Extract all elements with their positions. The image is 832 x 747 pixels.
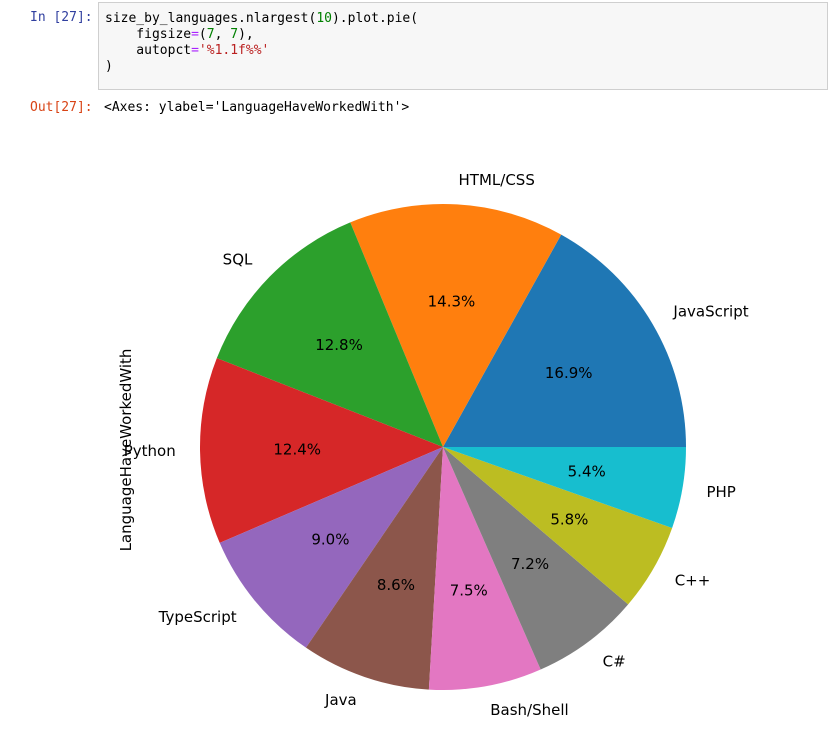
pie-slice [305, 447, 443, 690]
output-text: <Axes: ylabel='LanguageHaveWorkedWith'> [104, 100, 410, 115]
code-token: = [191, 27, 199, 42]
pie-slice [443, 447, 673, 605]
code-token: autopct [105, 43, 192, 58]
slice-category-label: C++ [675, 571, 711, 589]
pie-percent-labels: 16.9% 14.3% 12.8% 12.4% 9.0% 8.6% 7.5% 7.2% 5.8%… [273, 292, 605, 599]
slice-category-label: JavaScript [672, 303, 748, 321]
pie-slice [199, 358, 443, 543]
pie-category-labels: JavaScript HTML/CSS SQL Python TypeScript Jav… [124, 171, 749, 719]
slice-percent-label: 16.9% [545, 364, 593, 382]
code-token: = [191, 43, 199, 58]
pie-slice [443, 234, 686, 447]
code-token: 10 [316, 11, 332, 26]
output-prompt: Out[27]: [30, 100, 93, 115]
slice-category-label: PHP [706, 483, 735, 501]
y-axis-label: LanguageHaveWorkedWith [117, 349, 135, 552]
slice-category-label: Python [124, 442, 176, 460]
pie-slice [428, 447, 541, 690]
code-token: size_by_languages.nlargest( [105, 11, 317, 26]
slice-category-label: Java [324, 691, 357, 709]
pie-slice [443, 447, 629, 670]
code-token: ) [105, 59, 113, 74]
code-line: size_by_languages.nlargest(10).plot.pie( [105, 11, 827, 27]
slice-percent-label: 5.4% [568, 463, 606, 481]
slice-percent-label: 12.4% [273, 440, 321, 458]
pie-slice [219, 447, 443, 648]
slice-percent-label: 8.6% [377, 576, 415, 594]
slice-percent-label: 5.8% [550, 511, 588, 529]
code-token: , [214, 27, 231, 42]
slice-category-label: TypeScript [158, 608, 237, 626]
slice-category-label: C# [603, 652, 626, 670]
slice-percent-label: 14.3% [428, 292, 476, 310]
slice-percent-label: 12.8% [315, 336, 363, 354]
slice-category-label: SQL [223, 251, 253, 269]
code-token: 7 [230, 27, 239, 42]
slice-percent-label: 7.2% [511, 555, 549, 573]
slice-category-label: HTML/CSS [459, 171, 535, 189]
slice-percent-label: 9.0% [311, 531, 349, 549]
code-token: ).plot.pie( [331, 11, 419, 26]
slice-category-label: Bash/Shell [490, 701, 568, 719]
code-token: '%1.1f%%' [198, 43, 270, 58]
code-token: figsize [105, 27, 192, 42]
code-token: ), [238, 27, 254, 42]
code-cell[interactable]: size_by_languages.nlargest(10).plot.pie(… [98, 2, 828, 90]
code-token: 7 [206, 27, 215, 42]
pie-slices [199, 204, 686, 690]
slice-percent-label: 7.5% [450, 582, 488, 600]
pie-slice [350, 204, 562, 447]
code-line: ) [105, 59, 827, 75]
code-line: autopct='%1.1f%%' [105, 43, 827, 59]
input-prompt: In [27]: [30, 10, 93, 25]
code-line: figsize=(7, 7), [105, 27, 827, 43]
pie-slice [443, 447, 686, 528]
pie-slice [216, 222, 443, 447]
code-token: ( [198, 27, 207, 42]
